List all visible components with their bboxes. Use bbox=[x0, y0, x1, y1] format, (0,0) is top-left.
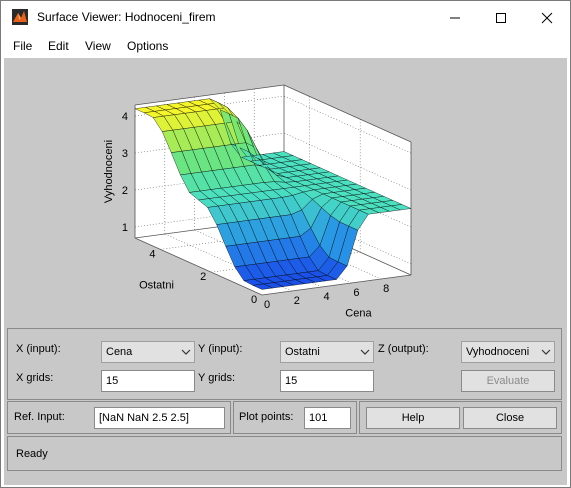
y-tick-label: 4 bbox=[149, 248, 155, 260]
y-grids-field[interactable]: 15 bbox=[280, 370, 374, 392]
z-tick-label: 3 bbox=[122, 148, 128, 160]
menu-file[interactable]: File bbox=[13, 39, 33, 53]
close-button[interactable]: Close bbox=[463, 407, 557, 429]
x-input-value: Cena bbox=[106, 346, 133, 358]
chevron-down-icon bbox=[538, 342, 554, 362]
evaluate-button[interactable]: Evaluate bbox=[461, 370, 555, 392]
maximize-icon bbox=[496, 12, 506, 23]
buttons-panel: Help Close bbox=[359, 401, 562, 434]
x-input-select[interactable]: Cena bbox=[101, 341, 195, 363]
window-title: Surface Viewer: Hodnoceni_firem bbox=[37, 10, 216, 24]
y-input-value: Ostatni bbox=[285, 346, 320, 358]
minimize-icon bbox=[450, 17, 460, 18]
menu-view[interactable]: View bbox=[85, 39, 111, 53]
menu-bar: File Edit View Options bbox=[1, 34, 570, 58]
plot-points-label: Plot points: bbox=[239, 411, 294, 423]
minimize-button[interactable] bbox=[432, 1, 478, 34]
x-tick-label: 6 bbox=[353, 287, 359, 299]
close-icon bbox=[541, 12, 553, 23]
ref-input-field[interactable]: [NaN NaN 2.5 2.5] bbox=[94, 407, 225, 429]
help-button[interactable]: Help bbox=[366, 407, 460, 429]
x-tick-label: 0 bbox=[264, 299, 270, 311]
z-tick-label: 1 bbox=[122, 222, 128, 234]
io-panel: X (input): Cena Y (input): Ostatni Z (ou… bbox=[7, 328, 562, 400]
x-tick-label: 2 bbox=[294, 295, 300, 307]
z-tick-label: 2 bbox=[122, 185, 128, 197]
y-tick-label: 2 bbox=[200, 271, 206, 283]
y-tick-label: 0 bbox=[251, 294, 257, 306]
z-output-select[interactable]: Vyhodnoceni bbox=[461, 341, 555, 363]
y-axis-label: Ostatni bbox=[139, 280, 174, 292]
menu-options[interactable]: Options bbox=[127, 39, 169, 53]
status-panel: Ready bbox=[7, 436, 562, 471]
maximize-button[interactable] bbox=[478, 1, 524, 34]
status-text: Ready bbox=[16, 448, 48, 460]
plot-points-field[interactable]: 101 bbox=[304, 407, 351, 429]
figure-area: 0 2 4 6 8 0 2 4 1 2 3 4 Cena Ostatni Vyhodnoceni X (in… bbox=[4, 58, 567, 485]
ref-input-panel: Ref. Input: [NaN NaN 2.5 2.5] bbox=[7, 401, 231, 434]
surface-plot[interactable]: 0 2 4 6 8 0 2 4 1 2 3 4 Cena Ostatni Vyhodnoceni bbox=[4, 58, 567, 326]
z-axis-label: Vyhodnoceni bbox=[103, 140, 115, 203]
chevron-down-icon bbox=[357, 342, 373, 362]
x-tick-label: 4 bbox=[324, 291, 330, 303]
matlab-icon bbox=[12, 9, 28, 25]
x-axis-label: Cena bbox=[345, 307, 372, 319]
y-input-select[interactable]: Ostatni bbox=[280, 341, 374, 363]
x-tick-label: 8 bbox=[383, 283, 389, 295]
plot-points-panel: Plot points: 101 bbox=[233, 401, 357, 434]
y-input-label: Y (input): bbox=[198, 343, 243, 355]
close-window-button[interactable] bbox=[524, 1, 570, 34]
y-grids-label: Y grids: bbox=[198, 372, 236, 384]
title-bar: Surface Viewer: Hodnoceni_firem bbox=[1, 1, 570, 34]
z-tick-label: 4 bbox=[122, 111, 128, 123]
surface-patch bbox=[390, 204, 412, 211]
ref-input-label: Ref. Input: bbox=[14, 411, 65, 423]
x-grids-label: X grids: bbox=[16, 372, 54, 384]
x-input-label: X (input): bbox=[16, 343, 61, 355]
z-output-value: Vyhodnoceni bbox=[466, 346, 530, 358]
menu-edit[interactable]: Edit bbox=[48, 39, 69, 53]
chevron-down-icon bbox=[178, 342, 194, 362]
z-output-label: Z (output): bbox=[378, 343, 429, 355]
x-grids-field[interactable]: 15 bbox=[101, 370, 195, 392]
